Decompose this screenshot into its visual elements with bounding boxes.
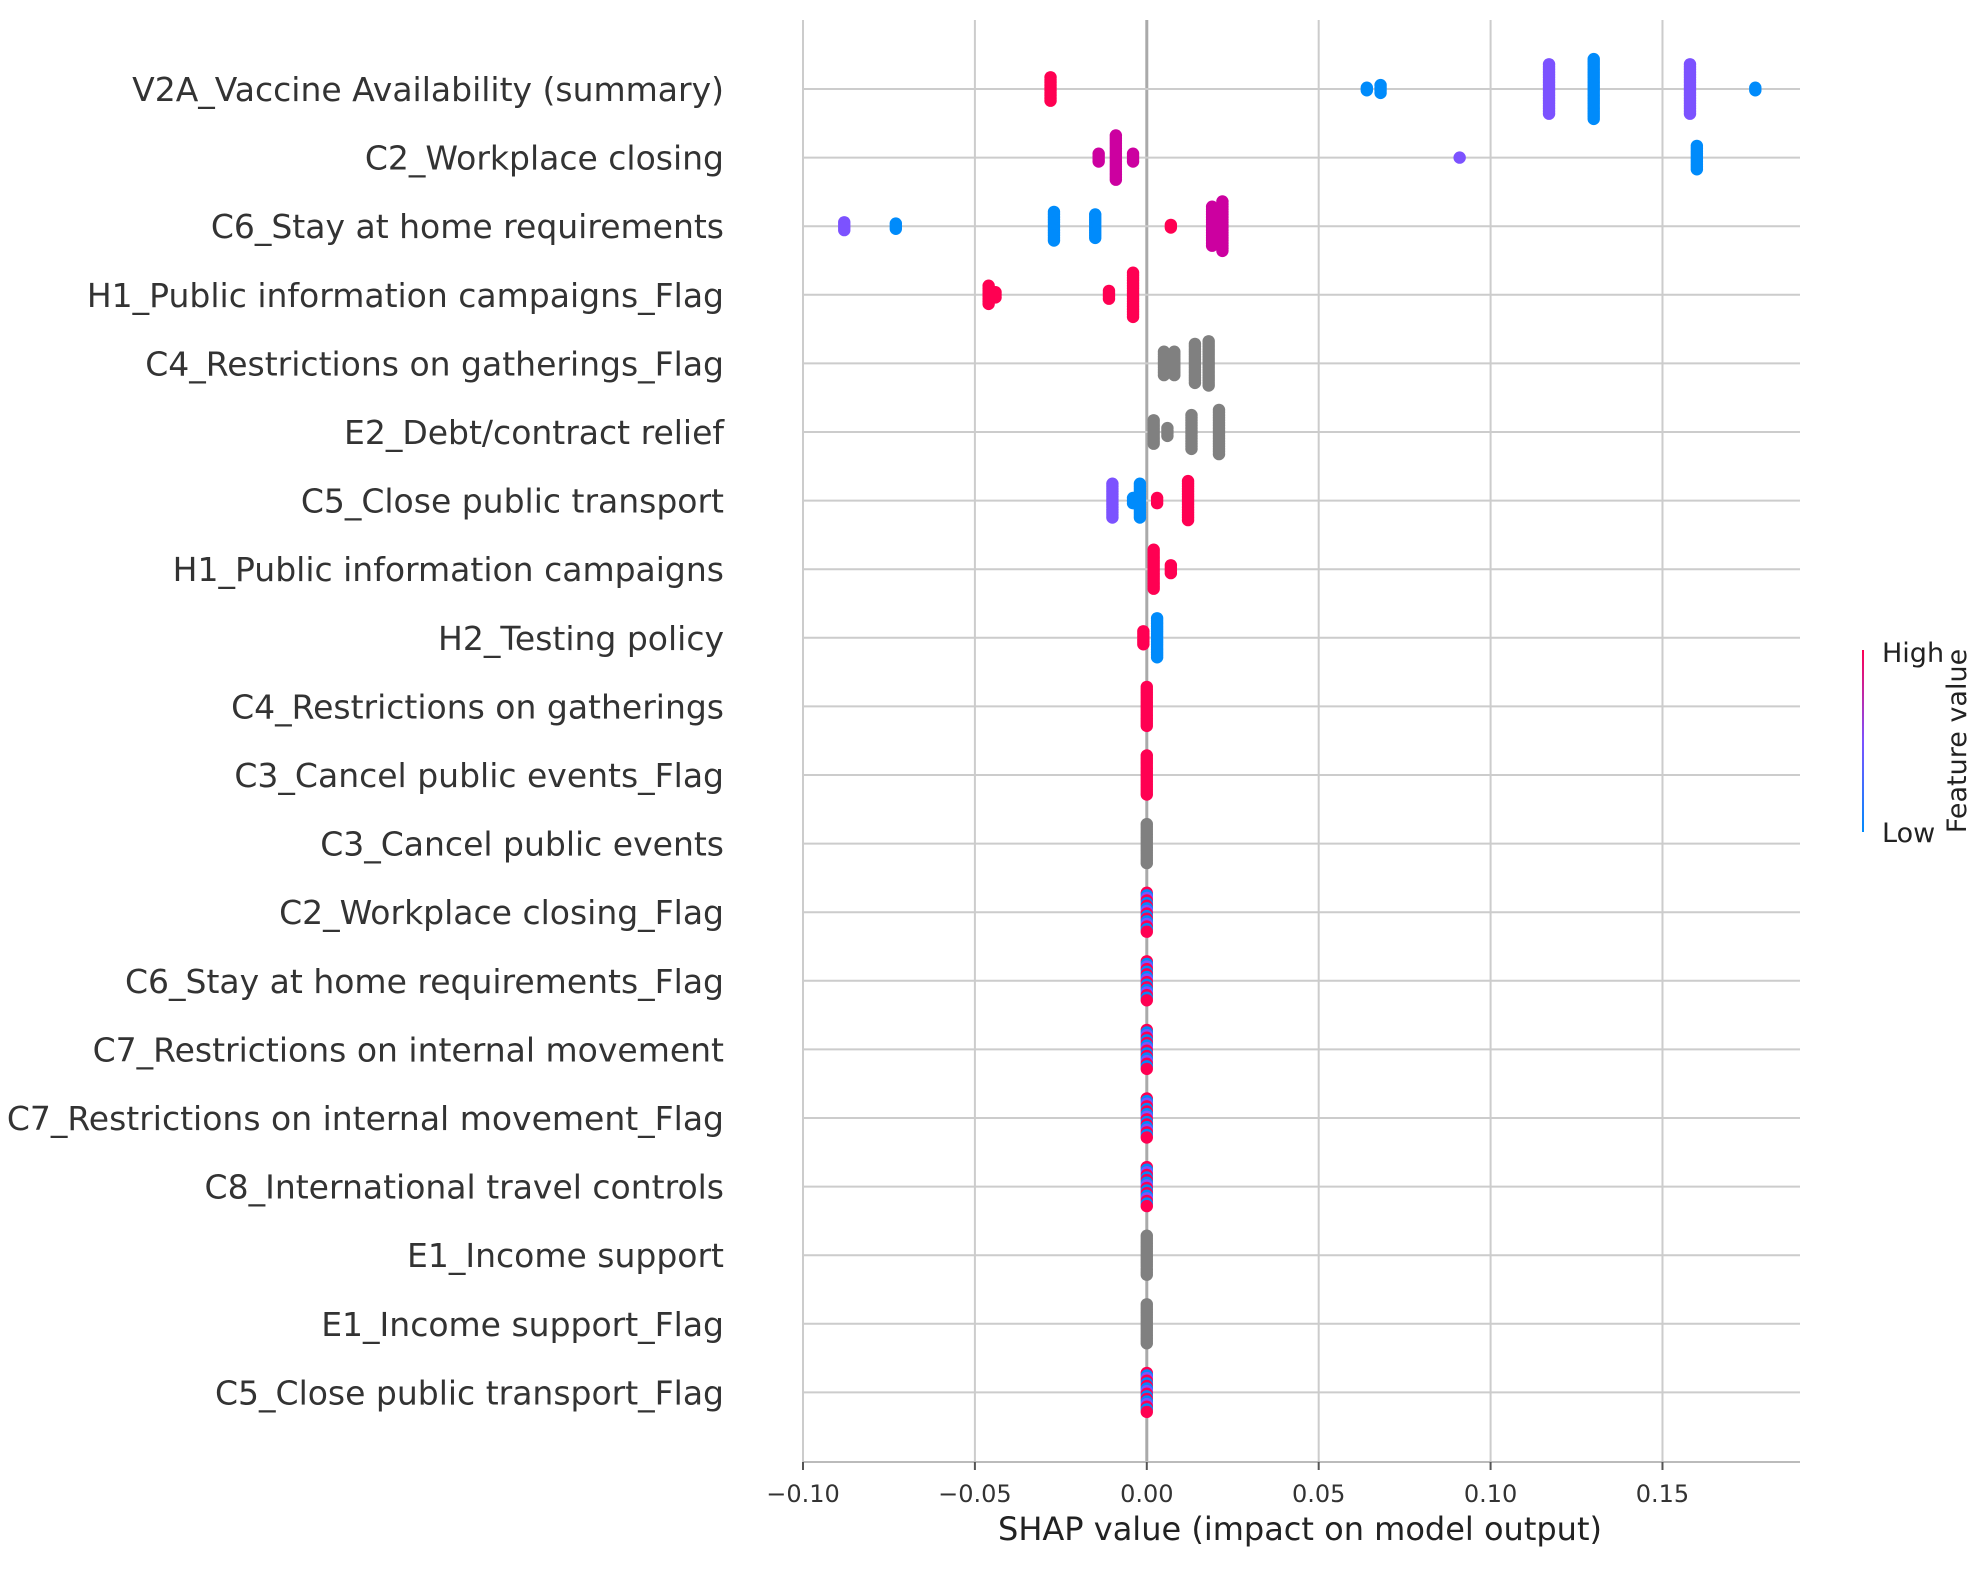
feature-label: C4_Restrictions on gatherings_Flag [145,344,724,383]
feature-label: C7_Restrictions on internal movement [93,1030,724,1069]
shap-point [1181,513,1195,527]
x-tick-label: 0.05 [1292,1480,1345,1508]
shap-point [1453,151,1466,164]
shap-point [1109,173,1123,186]
shap-point [1374,86,1387,100]
shap-point [1185,442,1198,456]
shap-point [1140,1062,1153,1076]
shap-point [1587,112,1600,126]
colorbar-low-label: Low [1882,818,1935,849]
shap-point [1102,292,1116,305]
colorbar-gradient [1862,650,1864,832]
shap-point [1140,1337,1153,1350]
shap-point [1690,163,1704,176]
colorbar: High Low Feature value [1862,638,1973,849]
feature-label: H1_Public information campaigns [173,550,724,589]
shap-point [1126,155,1140,168]
shap-point [989,291,1002,304]
shap-point [1140,856,1153,870]
x-axis: SHAP value (impact on model output) −0.1… [766,1461,1800,1548]
shap-point [1140,1131,1153,1144]
shap-point [889,222,903,235]
shap-point [1140,719,1153,733]
feature-label: E1_Income support [407,1236,724,1275]
x-tick-label: 0.10 [1464,1480,1517,1508]
shap-point [1360,84,1374,97]
feature-label: C4_Restrictions on gatherings [231,687,724,726]
feature-label: C3_Cancel public events [320,825,724,864]
colorbar-title: Feature value [1942,649,1973,833]
x-tick-label: 0.15 [1636,1480,1689,1508]
feature-label: C7_Restrictions on internal movement_Fla… [7,1099,724,1138]
shap-point [1089,231,1102,245]
shap-point [1168,368,1181,382]
shap-point [1140,1405,1153,1419]
shap-point [1205,239,1219,252]
shap-point [1216,244,1229,258]
shap-point [1161,429,1174,443]
shap-point [1140,994,1153,1007]
x-tick-label: −0.05 [938,1480,1012,1508]
x-tick-label: −0.10 [766,1480,840,1508]
x-axis-label: SHAP value (impact on model output) [998,1510,1602,1548]
shap-point [1140,1268,1153,1281]
shap-point [1044,94,1057,107]
feature-label: C2_Workplace closing_Flag [279,893,724,932]
shap-point [1147,582,1160,595]
feature-label: C5_Close public transport [301,482,724,521]
feature-label: H2_Testing policy [438,619,724,658]
feature-label: C6_Stay at home requirements [211,207,724,246]
shap-point [1164,566,1178,580]
feature-label: C5_Close public transport_Flag [215,1373,724,1412]
shap-point [1106,511,1119,524]
feature-label: E1_Income support_Flag [321,1305,724,1344]
shap-point [1212,447,1226,461]
feature-label: C8_International travel controls [205,1168,724,1207]
shap-point [1150,651,1164,664]
feature-label: V2A_Vaccine Availability (summary) [132,70,724,109]
shap-point [1150,497,1164,510]
shap-point [1092,155,1105,168]
shap-point [1188,376,1202,390]
shap-point [1140,1199,1153,1213]
feature-label: H1_Public information campaigns_Flag [87,276,724,315]
shap-point [838,223,851,237]
shap-point [1542,107,1556,120]
data-points [838,52,1762,1419]
feature-rows: V2A_Vaccine Availability (summary) C2_Wor… [7,70,1800,1412]
colorbar-high-label: High [1882,638,1944,669]
shap-point [1202,379,1215,392]
shap-point [1137,638,1150,651]
gridlines [802,20,1664,1462]
x-tick-label: 0.00 [1120,1480,1173,1508]
shap-point [1683,107,1697,120]
shap-point [1047,234,1061,247]
shap-point [1140,925,1153,938]
shap-point [1133,511,1147,524]
shap-point [1749,84,1762,97]
feature-label: C2_Workplace closing [365,139,724,178]
feature-label: C6_Stay at home requirements_Flag [125,962,724,1001]
feature-label: C3_Cancel public events_Flag [234,756,724,795]
feature-label: E2_Debt/contract relief [344,413,725,452]
shap-point [1164,221,1178,234]
shap-point [1126,310,1140,324]
shap-point [1140,788,1153,801]
shap-point [1147,437,1160,450]
shap-point [1157,368,1171,382]
